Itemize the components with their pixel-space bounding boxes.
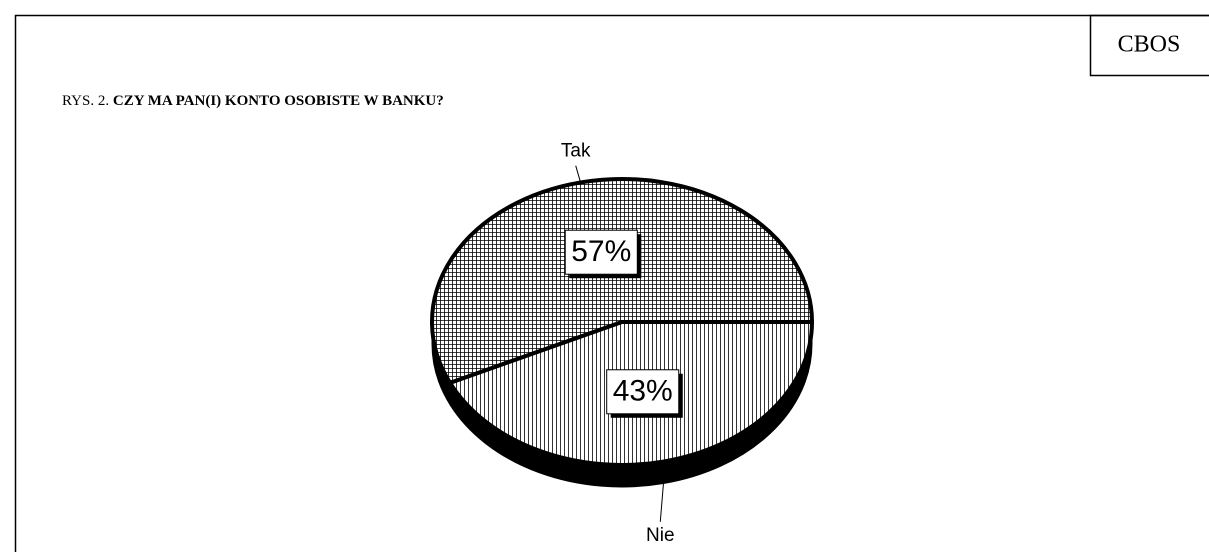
leader-line [660,484,663,522]
leader-line [576,166,581,183]
title: CZY MA PAN(I) KONTO OSOBISTE W BANKU? [113,93,444,109]
figure-label: RYS. 2. [62,93,109,109]
category-label: Nie [646,525,675,546]
pie: Tak 57% Nie 43% [432,141,812,546]
corner-label: CBOS [1118,32,1181,58]
category-label: Tak [561,141,591,162]
chart-title: RYS. 2. CZY MA PAN(I) KONTO OSOBISTE W B… [62,93,444,109]
value-label: 43% [613,375,673,408]
value-label: 57% [571,235,631,268]
